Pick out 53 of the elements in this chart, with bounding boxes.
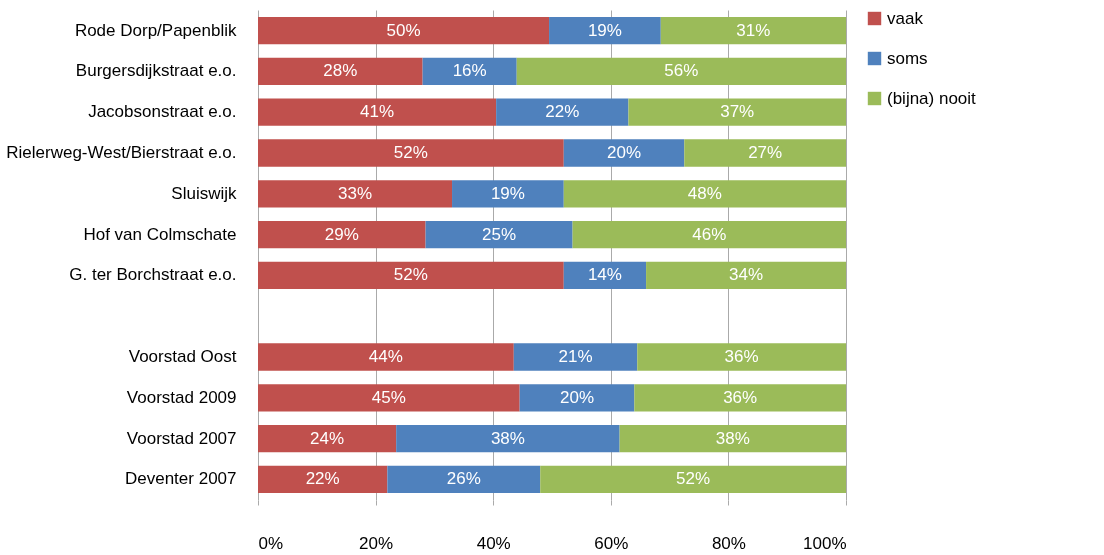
legend-label: vaak xyxy=(887,8,924,28)
y-tick-label: Rode Dorp/Papenblik xyxy=(74,20,237,40)
x-tick-label: 100% xyxy=(803,533,847,553)
data-label: 20% xyxy=(559,387,595,407)
y-tick-label: Voorstad Oost xyxy=(128,347,237,366)
data-label: 45% xyxy=(371,387,406,407)
data-label: 52% xyxy=(393,265,428,285)
y-tick-label: Deventer 2007 xyxy=(124,469,237,489)
legend-label: (bijna) nooit xyxy=(887,88,977,108)
data-label: 21% xyxy=(558,347,593,366)
data-label: 44% xyxy=(368,347,403,366)
data-label: 24% xyxy=(310,428,345,448)
data-label: 28% xyxy=(323,61,358,81)
x-tick-label: 60% xyxy=(594,533,629,553)
data-label: 36% xyxy=(724,347,759,366)
data-label: 25% xyxy=(482,224,517,244)
y-tick-label: Rielerweg-West/Bierstraat e.o. xyxy=(6,143,237,162)
y-tick-label: G. ter Borchstraat e.o. xyxy=(69,265,237,285)
data-label: 16% xyxy=(452,61,487,81)
data-label: 22% xyxy=(545,102,580,122)
data-label: 52% xyxy=(393,143,428,162)
data-label: 38% xyxy=(490,428,525,448)
data-label: 37% xyxy=(720,102,755,122)
data-label: 19% xyxy=(587,20,622,40)
data-label: 41% xyxy=(360,102,395,122)
data-label: 36% xyxy=(723,387,758,407)
data-label: 56% xyxy=(664,61,699,81)
data-label: 27% xyxy=(748,143,783,162)
data-label: 52% xyxy=(676,469,711,489)
y-tick-label: Sluiswijk xyxy=(171,183,237,203)
data-label: 29% xyxy=(324,224,359,244)
data-label: 22% xyxy=(305,469,340,489)
data-label: 34% xyxy=(729,265,764,285)
data-label: 26% xyxy=(446,469,481,489)
data-label: 48% xyxy=(687,183,722,203)
y-tick-label: Hof van Colmschate xyxy=(83,224,237,244)
data-label: 31% xyxy=(736,20,771,40)
y-tick-label: Jacobsonstraat e.o. xyxy=(88,102,237,122)
y-tick-label: Voorstad 2009 xyxy=(126,387,237,407)
y-tick-label: Voorstad 2007 xyxy=(126,428,237,448)
y-tick-label: Burgersdijkstraat e.o. xyxy=(75,61,237,81)
legend-label: soms xyxy=(887,48,928,68)
x-tick-label: 0% xyxy=(258,533,284,553)
x-tick-label: 40% xyxy=(476,533,511,553)
data-label: 38% xyxy=(715,428,750,448)
data-label: 19% xyxy=(490,183,525,203)
x-tick-label: 80% xyxy=(711,533,746,553)
data-label: 50% xyxy=(386,20,421,40)
data-label: 14% xyxy=(587,265,622,285)
data-label: 46% xyxy=(692,224,727,244)
x-tick-label: 20% xyxy=(359,533,394,553)
data-label: 20% xyxy=(607,143,642,162)
data-label: 33% xyxy=(338,183,373,203)
